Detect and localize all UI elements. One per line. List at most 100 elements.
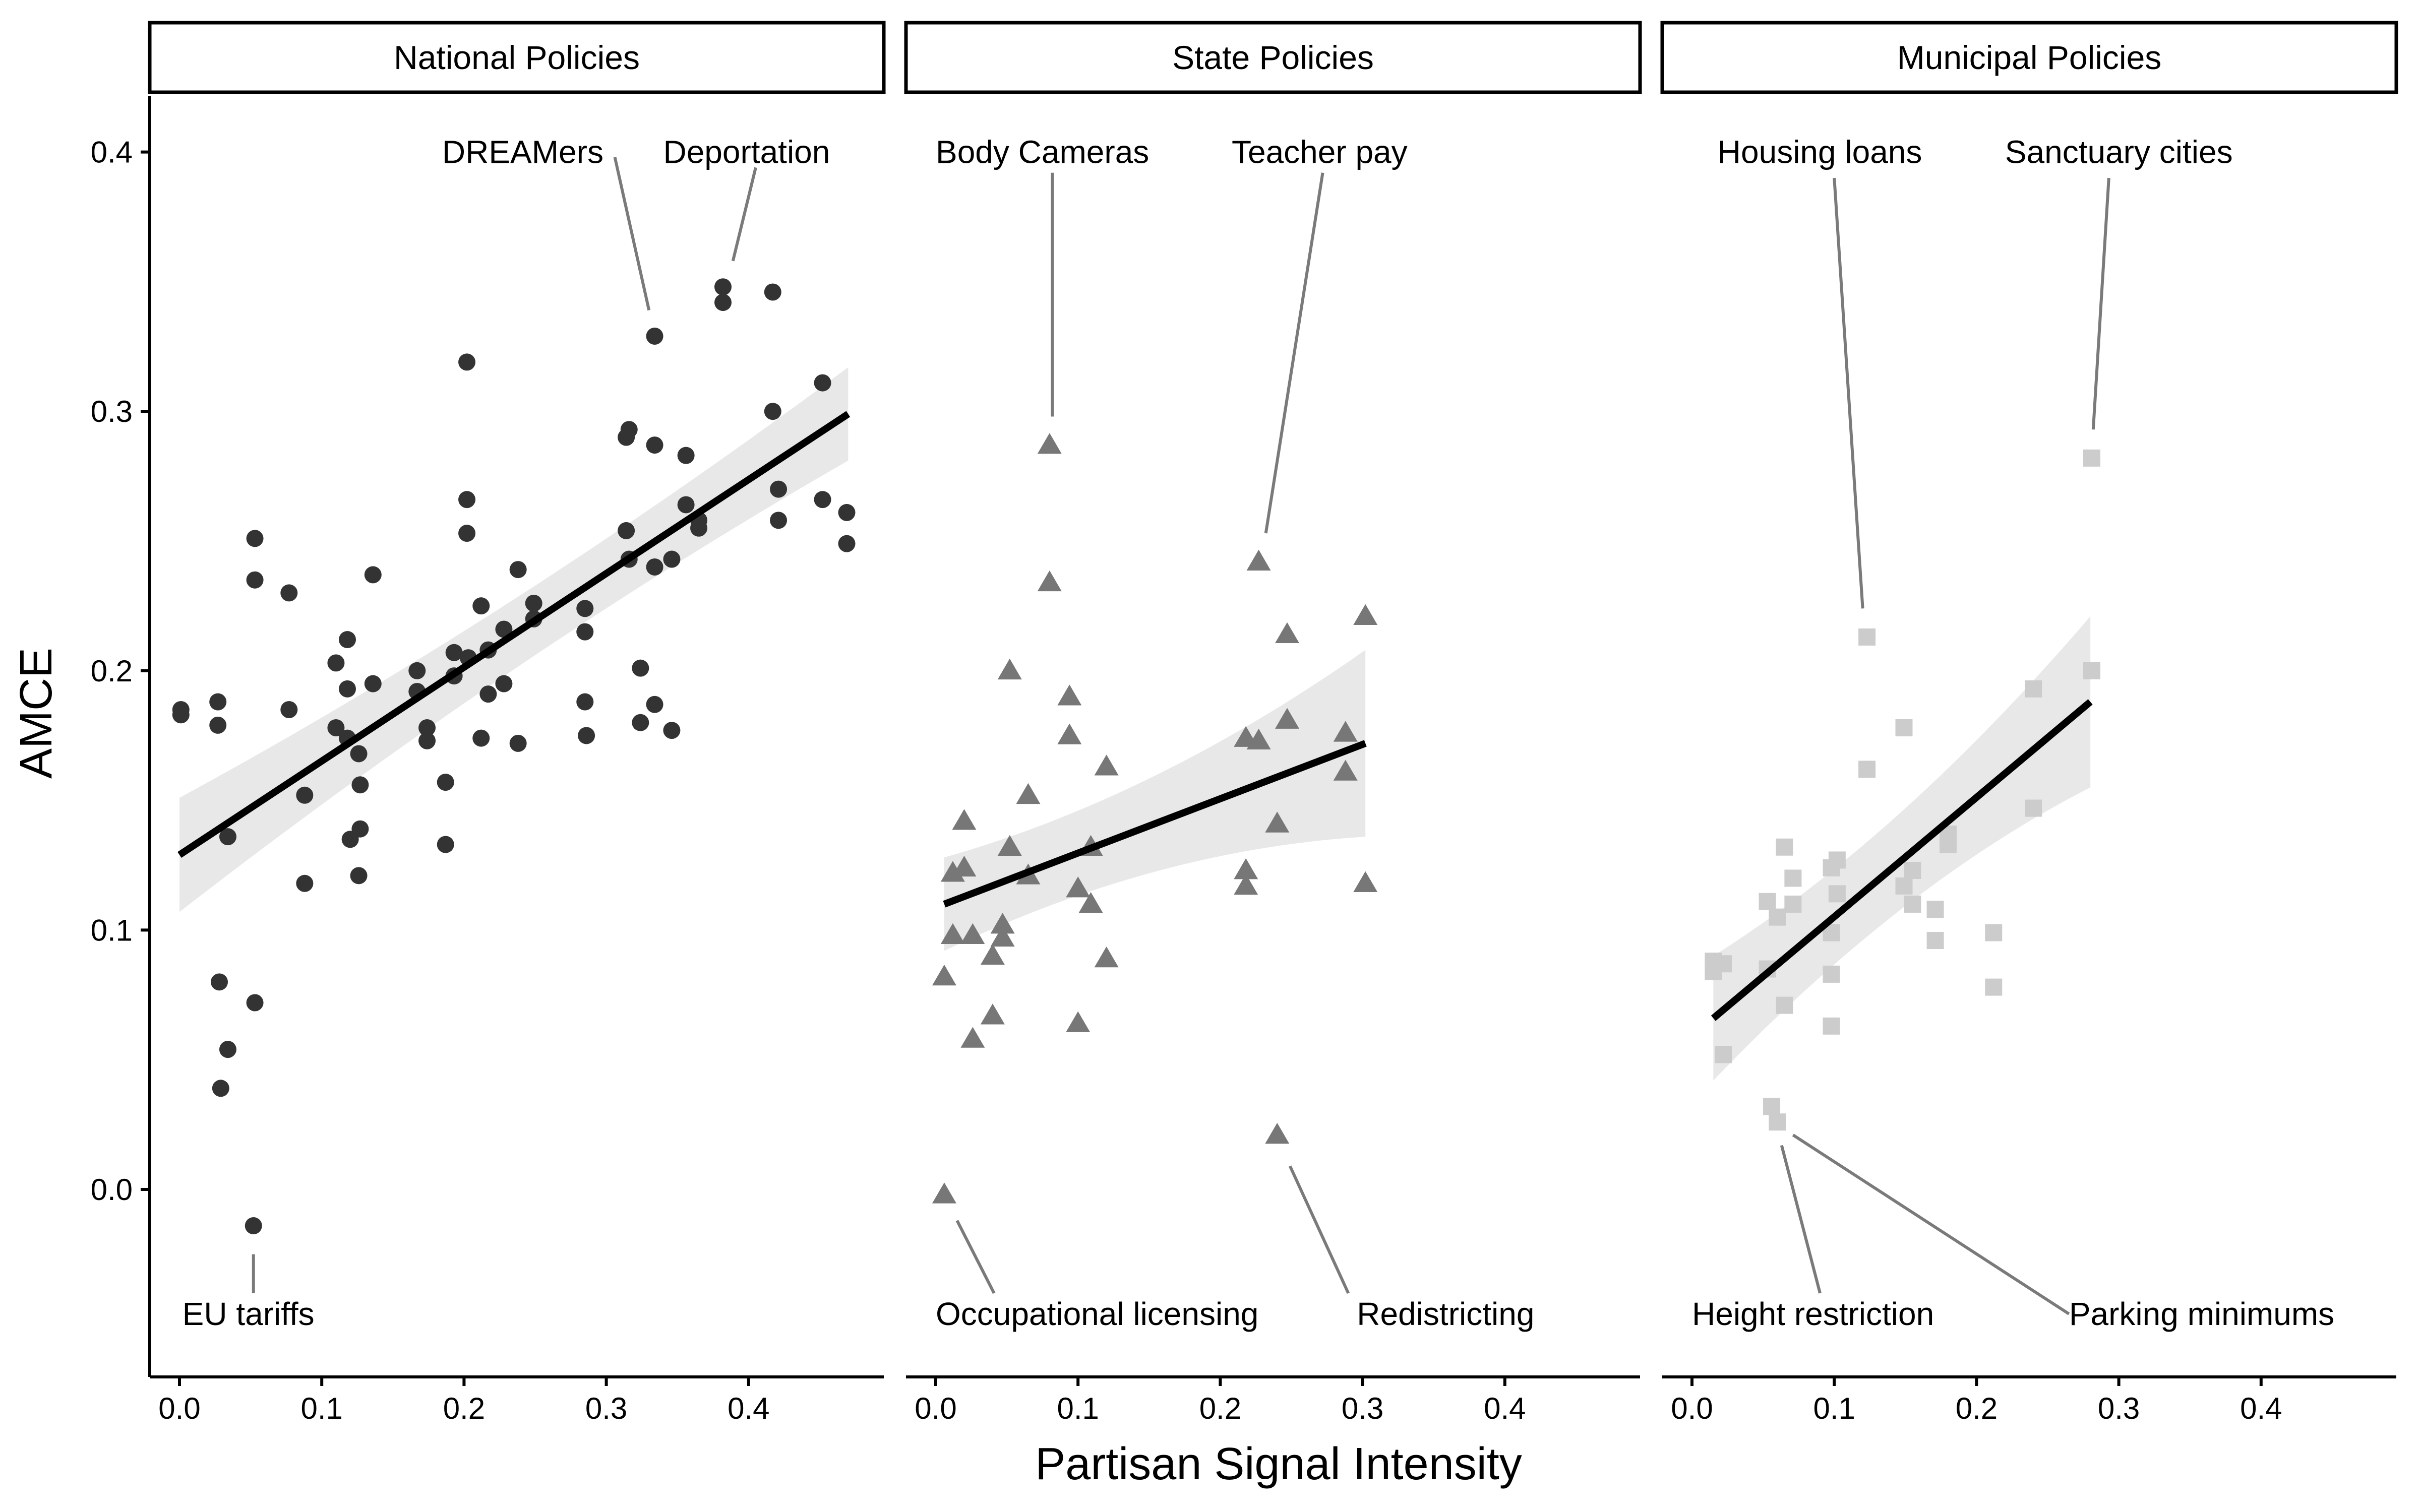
data-point [1776,838,1793,856]
panel-municipal-policies: Municipal Policies Housing loans Sanctuary… [1660,21,2398,1425]
annotation-label: DREAMers [442,134,603,170]
data-point [1246,728,1271,750]
x-tick-label: 0.4 [728,1392,769,1425]
annotation-label: Height restriction [1692,1296,1934,1332]
data-point [1926,901,1944,918]
data-point [350,867,368,885]
data-point [1066,876,1091,898]
data-point [1985,924,2003,941]
data-point [1985,978,2003,996]
data-point [1858,761,1876,778]
data-point [980,943,1005,965]
facet-strip-label: National Policies [394,39,640,76]
data-point [838,503,856,521]
data-point [1895,719,1913,737]
x-axis-title: Partisan Signal Intensity [1035,1439,1522,1489]
x-tick-label: 0.1 [1813,1392,1855,1425]
data-point [408,662,426,679]
data-point [764,283,781,301]
confidence-band [1713,616,2091,1081]
data-point [479,685,497,703]
annotation-label: Body Cameras [936,134,1149,170]
y-axis-title: AMCE [11,648,62,779]
facet-strip-label: State Policies [1172,39,1374,76]
annotation-label: EU tariffs [183,1296,315,1332]
data-point [1037,570,1062,592]
facet-strip [148,21,886,94]
data-point [245,1217,262,1235]
data-point [814,491,831,509]
x-tick-label: 0.4 [1484,1392,1526,1425]
data-point [990,925,1015,947]
data-point [437,836,454,853]
data-point [770,512,788,529]
y-tick-label: 0.0 [91,1173,133,1207]
data-point [1823,1017,1840,1035]
data-point [458,353,476,371]
x-tick-label: 0.2 [1956,1392,1998,1425]
annotation-leader [1833,177,1864,609]
data-point [764,403,781,420]
data-point [495,620,513,638]
data-point [364,566,382,584]
data-point [445,644,463,661]
data-point [437,774,454,791]
data-point [472,729,490,747]
facet-strip [904,21,1642,94]
x-tick-label: 0.2 [443,1392,485,1425]
data-point [351,820,369,838]
data-point [1823,965,1840,983]
data-point [997,658,1022,680]
data-point [1784,869,1802,887]
data-point [327,654,345,672]
data-point [663,550,681,568]
data-point [1275,708,1300,729]
data-point [1265,811,1290,833]
data-point [1763,1098,1781,1115]
data-point [472,597,490,615]
data-point [2083,662,2100,679]
annotation-label: Redistricting [1357,1296,1534,1332]
data-point [1066,1011,1091,1032]
data-point [172,706,190,724]
data-point [1715,955,1732,973]
data-point [646,696,663,713]
data-point [418,719,436,737]
data-point [209,716,227,734]
confidence-band [944,650,1366,951]
data-point [940,923,965,944]
data-point [814,374,831,392]
data-point [1769,1113,1786,1131]
data-point [714,278,732,296]
data-point [1353,604,1378,625]
data-point [677,496,695,514]
facet-strip [1660,21,2398,94]
data-point [2083,449,2100,467]
data-point [1759,893,1776,910]
data-point [663,722,681,739]
data-point [578,727,595,744]
data-point [219,828,236,846]
x-tick-label: 0.4 [2240,1392,2282,1425]
data-point [296,874,314,892]
x-tick-label: 0.1 [1057,1392,1099,1425]
annotation-leader [1780,1145,1822,1294]
data-point [246,530,264,547]
annotation-leader [955,1220,996,1294]
data-point [1265,1122,1290,1144]
annotation-leader [1264,172,1324,534]
x-tick-label: 0.0 [158,1392,200,1425]
x-tick-label: 0.3 [1342,1392,1383,1425]
x-tick-label: 0.1 [300,1392,342,1425]
data-point [960,1027,985,1048]
y-tick-label: 0.4 [91,136,133,169]
data-point [632,659,649,677]
annotation-leader [1288,1165,1350,1294]
data-point [838,535,856,552]
data-point [980,1003,1005,1025]
annotation-label: Sanctuary cities [2005,134,2233,170]
panel-national-policies: National Policies DREAMers Deportation EU t… [91,21,886,1425]
data-point [646,327,663,345]
data-point [525,595,542,612]
